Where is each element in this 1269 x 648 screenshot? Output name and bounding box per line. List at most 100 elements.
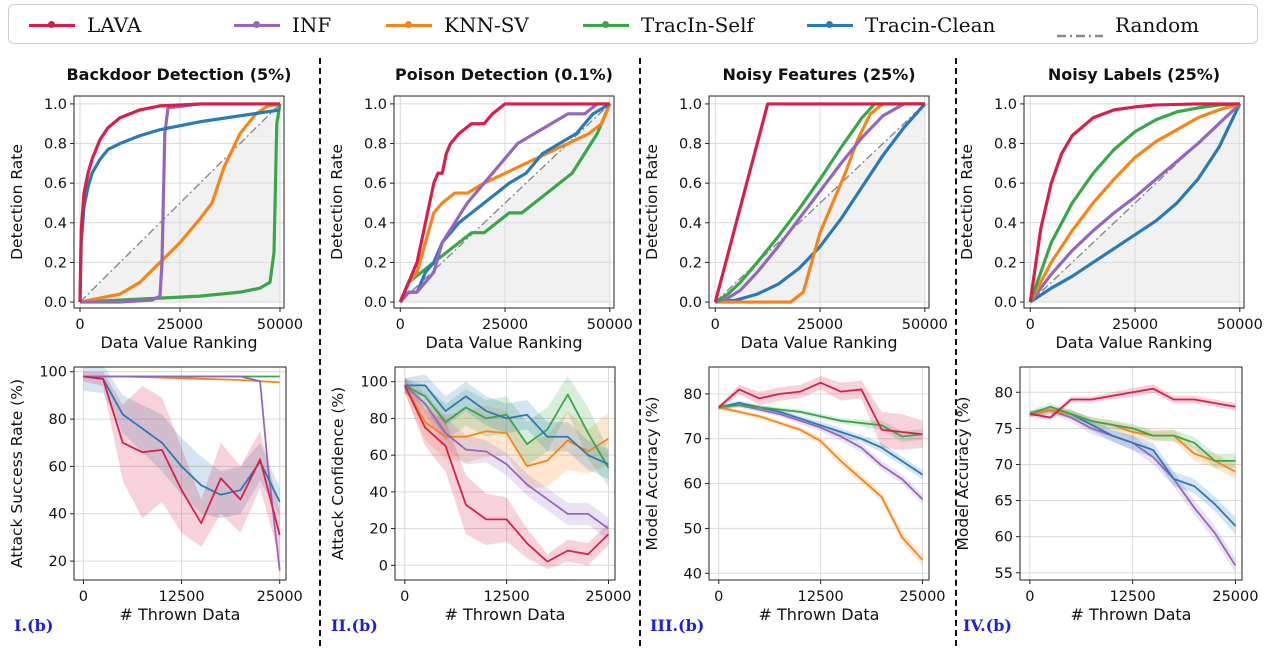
x-tick-label: 0	[1026, 317, 1035, 333]
chart-title: Noisy Features (25%)	[722, 65, 915, 84]
series-group	[1028, 102, 1242, 304]
plot-frame	[708, 95, 930, 309]
band-inf	[1029, 407, 1236, 573]
x-axis-label: # Thrown Data	[759, 605, 880, 624]
y-tick-label: 0.0	[679, 295, 702, 311]
legend: LAVA INF KNN-SV TracIn-Self Tracin-Clean Rand…	[8, 4, 1258, 44]
y-tick-label: 0.4	[994, 216, 1017, 232]
band-inf	[404, 378, 609, 540]
legend-label: Tracin-Clean	[865, 13, 996, 37]
series-line-knn-sv	[1028, 102, 1241, 303]
x-axis-label: # Thrown Data	[445, 605, 566, 624]
x-tick-label: 50000	[257, 317, 303, 333]
plot-frame	[73, 95, 285, 309]
x-tick-label: 25000	[257, 589, 303, 605]
series-line-tracin-self	[718, 404, 923, 438]
band-lava	[718, 375, 923, 450]
y-tick-label: 0.8	[44, 137, 67, 153]
x-tick-label: 25000	[585, 589, 631, 605]
series-line-tracin-clean	[399, 102, 611, 304]
x-tick-label: 25000	[482, 317, 528, 333]
chart-panel-3: 0 25000 50000 0.0 0.2 0.4 0.6 0.8 1.0 Data Value …	[643, 65, 948, 352]
x-tick-label: 25000	[1112, 317, 1158, 333]
y-tick-label: 1.0	[679, 97, 702, 113]
series-group	[78, 102, 282, 304]
plot-frame	[394, 366, 616, 581]
plot-frame	[1019, 366, 1243, 581]
y-tick-label: 40	[370, 485, 388, 501]
x-tick-label: 25000	[899, 589, 945, 605]
series-line-tracin-clean	[1029, 103, 1242, 304]
legend-item-tracin-clean: Tracin-Clean	[807, 13, 995, 37]
series-line-tracin-self	[404, 384, 610, 469]
x-tick-label: 12500	[484, 589, 530, 605]
legend-swatch	[583, 21, 629, 28]
x-tick-label: 0	[711, 317, 720, 333]
chart-title: Noisy Labels (25%)	[1048, 65, 1220, 84]
series-line-tracin-clean	[83, 375, 281, 503]
y-tick-label: 0.2	[679, 255, 702, 271]
series-line-tracin-clean	[715, 102, 927, 304]
x-axis-label: Data Value Ranking	[425, 333, 582, 352]
panel-label-4: IV.(b)	[963, 616, 1012, 635]
plot-frame	[393, 95, 615, 309]
series-line-knn-sv	[718, 406, 924, 561]
y-tick-label: 0.4	[679, 216, 702, 232]
chart-panel-6: 0 12500 25000 0 20 40 60 80 100 # Thrown Data Atta…	[329, 366, 632, 624]
y-axis-label: Model Accuracy (%)	[954, 397, 972, 551]
y-tick-label: 0.6	[994, 176, 1017, 192]
legend-label: LAVA	[87, 13, 142, 37]
y-tick-label: 0.8	[994, 137, 1017, 153]
series-line-lava	[83, 375, 281, 536]
series-line-knn-sv	[398, 103, 612, 303]
y-tick-label: 60	[684, 477, 702, 493]
y-tick-label: 60	[49, 459, 67, 475]
y-tick-label: 80	[49, 412, 67, 428]
x-tick-label: 0	[714, 589, 723, 605]
y-tick-label: 70	[995, 457, 1013, 473]
series-line-knn-sv	[715, 102, 925, 304]
x-axis-label: Data Value Ranking	[1055, 333, 1212, 352]
band-tracin-clean	[404, 374, 609, 480]
series-line-inf	[1029, 102, 1241, 304]
legend-item-random: Random	[1057, 13, 1199, 38]
band-lava	[404, 378, 609, 569]
series-line-lava	[78, 102, 280, 303]
panel-divider-3	[955, 58, 957, 646]
y-tick-label: 0.2	[44, 255, 67, 271]
series-line-lava	[1028, 102, 1240, 303]
x-tick-label: 50000	[587, 317, 633, 333]
y-axis-label: Detection Rate	[8, 144, 26, 260]
x-axis-label: # Thrown Data	[1071, 605, 1192, 624]
x-tick-label: 0	[1025, 589, 1034, 605]
band-tracin-self	[718, 402, 923, 442]
y-tick-label: 0.4	[364, 216, 387, 232]
legend-item-tracin-self: TracIn-Self	[583, 13, 754, 37]
legend-swatch	[386, 21, 432, 28]
y-tick-label: 80	[370, 411, 388, 427]
y-tick-label: 1.0	[994, 97, 1017, 113]
y-tick-label: 0.0	[364, 295, 387, 311]
x-tick-label: 12500	[159, 589, 205, 605]
series-line-lava	[713, 102, 925, 303]
legend-swatch	[1057, 23, 1103, 38]
panel-label-2: II.(b)	[331, 616, 378, 635]
x-tick-label: 12500	[1110, 589, 1156, 605]
series-line-knn-sv	[1029, 409, 1236, 473]
y-tick-label: 0.8	[364, 137, 387, 153]
legend-swatch	[29, 21, 75, 28]
y-axis-label: Model Accuracy (%)	[643, 397, 661, 551]
chart-panel-5: 0 12500 25000 20 40 60 80 100 # Thrown Data Attac…	[8, 365, 303, 624]
y-axis-label: Detection Rate	[328, 144, 346, 260]
series-line-tracin-self	[714, 102, 925, 304]
y-tick-label: 0.0	[994, 295, 1017, 311]
legend-item-lava: LAVA	[29, 13, 141, 37]
plot-frame	[73, 366, 287, 581]
y-tick-label: 0.6	[364, 176, 387, 192]
x-tick-label: 0	[400, 589, 409, 605]
legend-item-inf: INF	[234, 13, 331, 37]
plot-area	[1020, 367, 1242, 580]
panel-label-1: I.(b)	[14, 616, 54, 635]
y-tick-label: 75	[995, 421, 1013, 437]
